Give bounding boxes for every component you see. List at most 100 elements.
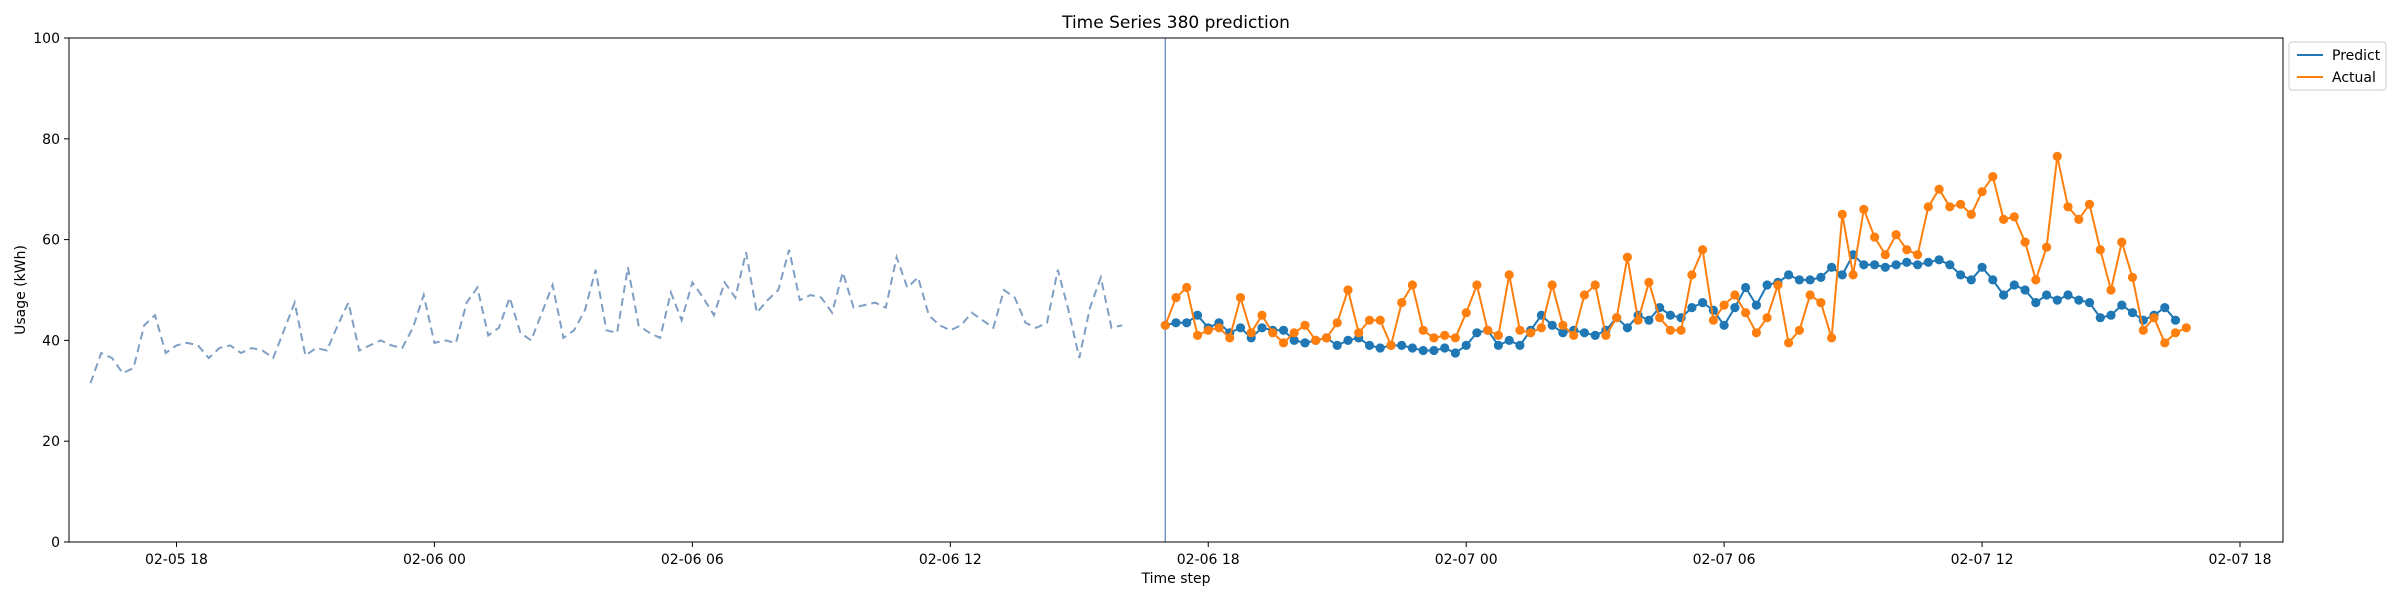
actual-point	[1633, 315, 1643, 325]
actual-point	[1461, 308, 1471, 318]
predict-point	[1278, 325, 1289, 335]
predict-point	[1364, 340, 1375, 350]
actual-point	[2084, 199, 2095, 209]
predict-point	[2020, 285, 2030, 295]
predict-point	[1837, 270, 1847, 280]
actual-point	[1934, 184, 1944, 194]
predict-point	[1956, 270, 1966, 280]
predict-point	[1859, 260, 1869, 270]
actual-point	[1827, 333, 1837, 343]
actual-point	[1278, 338, 1289, 348]
predict-point	[1988, 275, 1998, 285]
predict-point	[1870, 260, 1880, 270]
predict-point	[2160, 303, 2170, 313]
y-tick-label: 60	[42, 233, 60, 249]
x-tick-label: 02-06 12	[919, 552, 982, 568]
predict-point	[2117, 300, 2127, 310]
actual-point	[1816, 298, 1826, 308]
history-line	[89, 249, 1123, 384]
predict-point	[1751, 300, 1761, 310]
x-tick-label: 02-06 00	[403, 552, 466, 568]
predict-point	[1880, 262, 1890, 272]
y-axis-title: Usage (kWh)	[13, 245, 29, 335]
actual-point	[1708, 315, 1718, 325]
actual-point	[1246, 328, 1256, 338]
actual-point	[1257, 310, 1267, 320]
predict-point	[1934, 255, 1944, 265]
actual-point	[1988, 172, 1998, 182]
actual-point	[1526, 328, 1536, 338]
predict-point	[1504, 335, 1514, 345]
predict-point	[1966, 275, 1976, 285]
predict-point	[2052, 295, 2062, 305]
actual-point	[2009, 212, 2019, 222]
predict-point	[1827, 262, 1837, 272]
actual-point	[1751, 328, 1761, 338]
actual-point	[1913, 250, 1923, 260]
actual-point	[1569, 330, 1579, 340]
actual-point	[2063, 202, 2073, 212]
actual-point	[2031, 275, 2041, 285]
predict-point	[1644, 315, 1654, 325]
actual-point	[1235, 293, 1246, 303]
actual-point	[1644, 277, 1654, 287]
actual-point	[2052, 151, 2062, 161]
predict-point	[2095, 313, 2105, 323]
predict-point	[1235, 323, 1246, 333]
predict-point	[1794, 275, 1804, 285]
predict-point	[1257, 323, 1267, 333]
actual-point	[1891, 230, 1901, 240]
predict-point	[2127, 308, 2138, 318]
y-tick-label: 80	[42, 132, 60, 148]
y-tick-label: 0	[51, 535, 60, 551]
actual-point	[1311, 335, 1321, 345]
predict-point	[1762, 280, 1772, 290]
actual-point	[1289, 328, 1299, 338]
actual-point	[2181, 323, 2191, 333]
actual-point	[1493, 330, 1503, 340]
predict-point	[1515, 340, 1525, 350]
actual-point	[2117, 237, 2127, 247]
actual-point	[1364, 315, 1375, 325]
predict-point	[1902, 257, 1912, 267]
actual-point	[1214, 323, 1224, 333]
predict-point	[2009, 280, 2019, 290]
y-axis: 0 20 40 60 80 100	[33, 31, 69, 551]
actual-point	[2127, 272, 2138, 282]
actual-point	[2020, 237, 2030, 247]
predict-point	[1289, 335, 1299, 345]
predict-point	[1461, 340, 1471, 350]
predict-point	[1579, 328, 1589, 338]
predict-point	[1418, 345, 1428, 356]
predict-point	[1665, 310, 1675, 320]
x-tick-label: 02-07 12	[1951, 552, 2014, 568]
actual-point	[1859, 204, 1869, 214]
actual-point	[2095, 245, 2105, 255]
x-tick-label: 02-07 06	[1693, 552, 1756, 568]
actual-point	[2138, 325, 2148, 335]
predict-point	[1708, 305, 1718, 315]
actual-point	[1160, 320, 1170, 330]
predict-point	[2106, 310, 2116, 320]
actual-point	[1923, 202, 1933, 212]
predict-point	[1472, 328, 1482, 338]
predict-point	[2031, 298, 2041, 308]
actual-point	[1515, 325, 1525, 335]
actual-point	[1547, 280, 1557, 290]
predict-point	[2170, 315, 2181, 325]
actual-point	[1536, 323, 1546, 333]
actual-point	[1655, 313, 1665, 323]
actual-point	[1665, 325, 1675, 335]
predict-point	[1440, 343, 1450, 353]
predict-point	[2063, 290, 2073, 300]
actual-point	[1203, 325, 1213, 335]
predict-point	[1450, 348, 1460, 358]
predict-point	[1698, 298, 1708, 308]
predict-point	[1547, 320, 1557, 330]
predict-point	[1429, 345, 1439, 356]
actual-point	[1773, 280, 1783, 290]
actual-point	[1397, 298, 1407, 308]
actual-point	[1837, 209, 1847, 219]
actual-point	[2160, 338, 2170, 348]
